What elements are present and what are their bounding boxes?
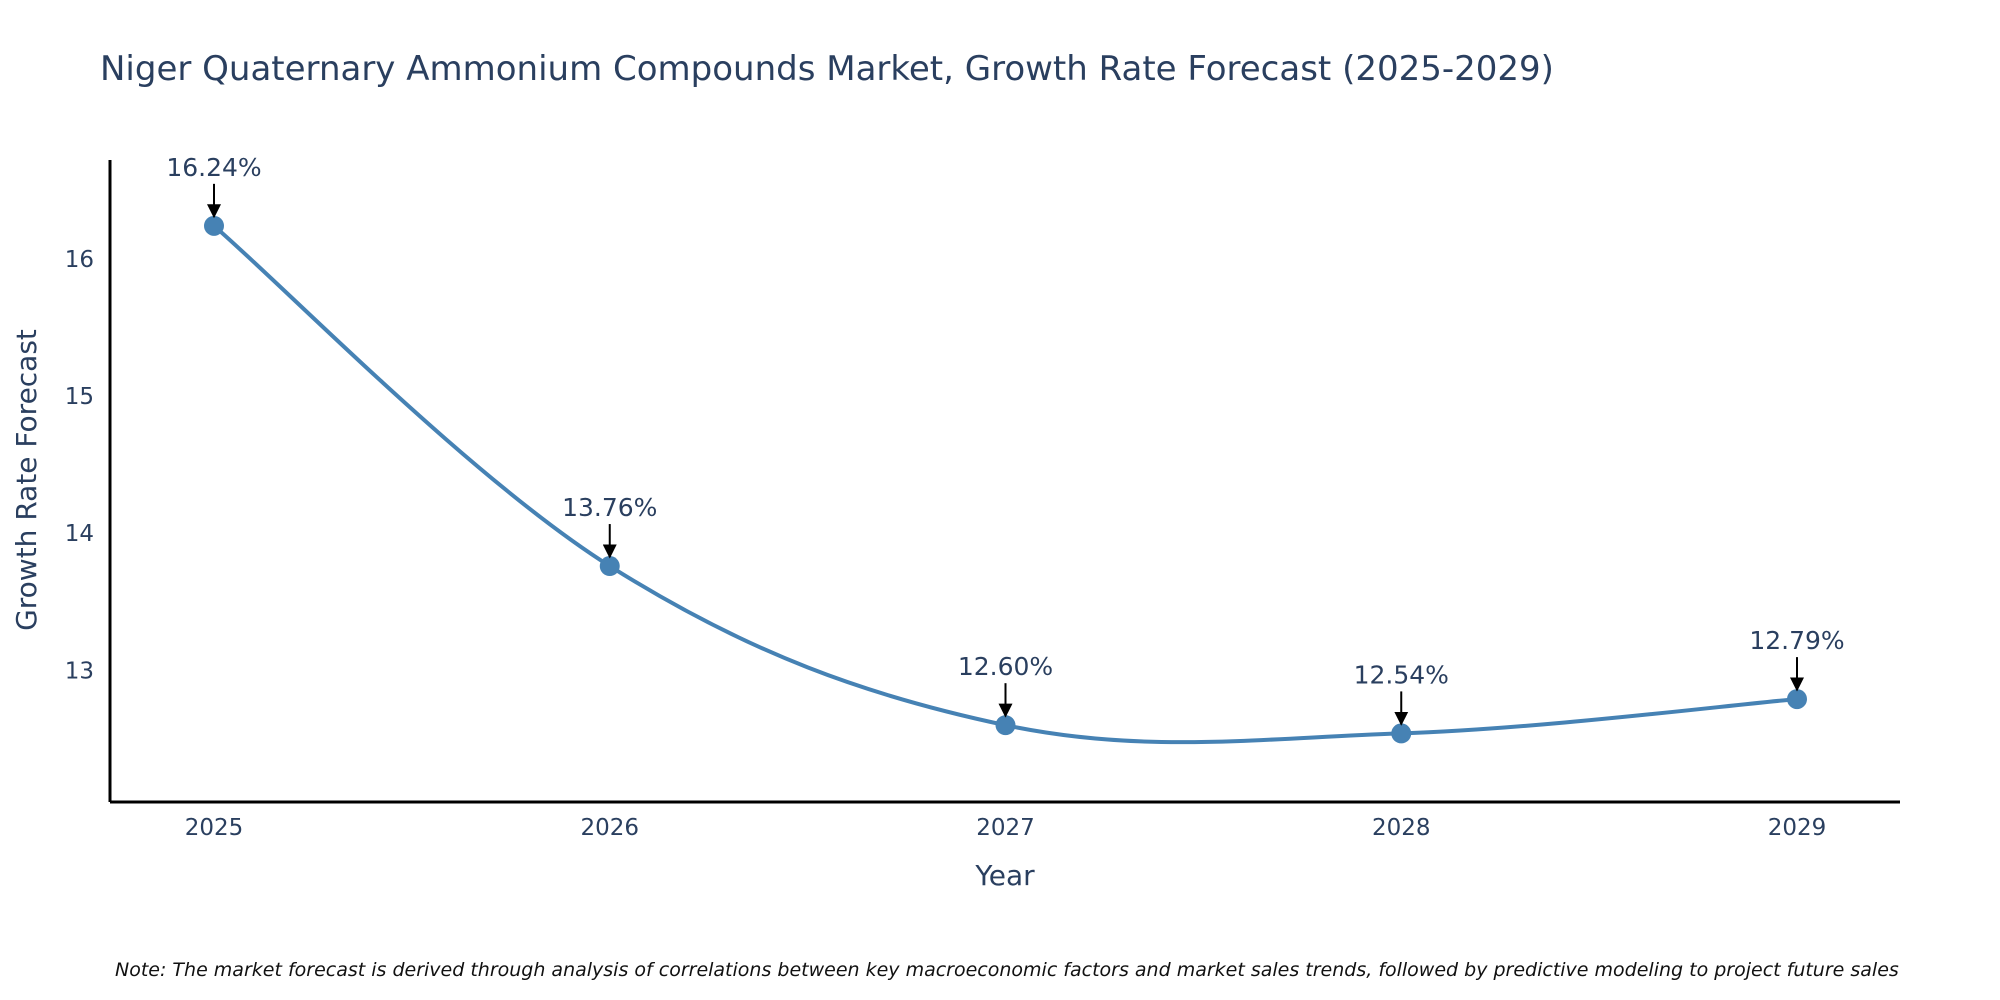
y-axis-ticks: 13 14 15 16: [65, 247, 94, 685]
footnote: Note: The market forecast is derived thr…: [115, 959, 1899, 981]
data-annotations: 16.24% 13.76% 12.60% 12.54% 12.79%: [166, 153, 1845, 726]
y-tick-label: 16: [65, 247, 94, 273]
data-label-2027: 12.60%: [958, 652, 1053, 681]
data-label-2028: 12.54%: [1354, 660, 1449, 689]
data-point-2028[interactable]: [1391, 723, 1412, 744]
chart-title: Niger Quaternary Ammonium Compounds Mark…: [100, 49, 1554, 89]
y-axis-title: Growth Rate Forecast: [10, 329, 43, 631]
data-point-2026[interactable]: [599, 556, 620, 577]
x-tick-label-2028: 2028: [1372, 815, 1431, 841]
x-tick-label-2029: 2029: [1768, 815, 1827, 841]
data-point-2025[interactable]: [204, 215, 224, 236]
x-axis-title: Year: [974, 859, 1035, 892]
data-point-2027[interactable]: [995, 715, 1016, 736]
series-line: [212, 224, 1798, 745]
plot-area: [204, 215, 1807, 745]
y-tick-label: 15: [65, 384, 94, 410]
x-axis-ticks: 2025 2026 2027 2028 2029: [185, 815, 1827, 841]
data-label-2025: 16.24%: [166, 153, 261, 182]
x-tick-label-2026: 2026: [580, 815, 639, 841]
y-tick-label: 14: [65, 521, 94, 547]
data-point-2029[interactable]: [1787, 689, 1807, 710]
data-label-2029: 12.79%: [1749, 626, 1844, 655]
y-tick-label: 13: [65, 658, 94, 684]
x-tick-label-2025: 2025: [185, 815, 244, 841]
data-label-2026: 13.76%: [562, 493, 657, 522]
x-tick-label-2027: 2027: [976, 815, 1035, 841]
